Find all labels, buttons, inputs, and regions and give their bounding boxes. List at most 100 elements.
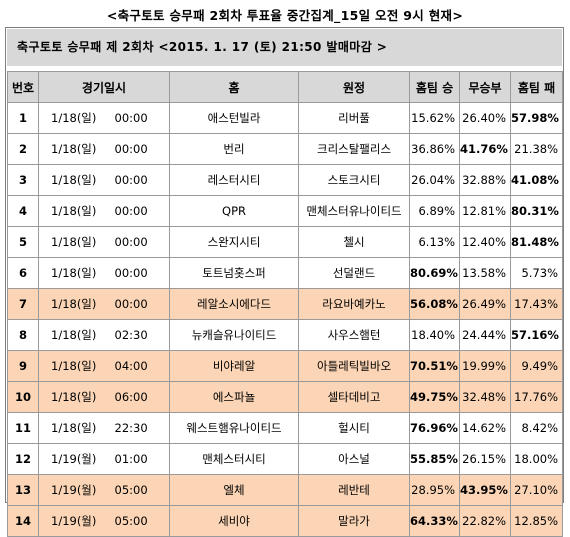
home-loss-rate: 41.08% — [510, 164, 564, 196]
match-number: 12 — [7, 443, 39, 475]
header-home: 홈 — [169, 71, 300, 103]
table-row: 7 1/18(일) 00:00 레알소시에다드 라요바예카노 56.08% 26.49% 17… — [7, 288, 564, 320]
header-datetime: 경기일시 — [37, 71, 171, 103]
draw-rate: 26.15% — [459, 443, 512, 475]
home-team: 엘체 — [169, 474, 300, 506]
draw-rate: 24.44% — [459, 319, 512, 351]
home-team: 토트넘홋스퍼 — [169, 257, 300, 289]
home-win-rate: 6.13% — [409, 226, 461, 258]
away-team: 사우스햄턴 — [298, 319, 411, 351]
match-date: 1/18(일) — [38, 381, 113, 413]
home-loss-rate: 5.73% — [510, 257, 564, 289]
home-win-rate: 64.33% — [409, 505, 461, 537]
home-win-rate: 55.85% — [409, 443, 461, 475]
match-number: 7 — [7, 288, 39, 320]
home-loss-rate: 80.31% — [510, 195, 564, 227]
table-row: 9 1/18(일) 04:00 비야레알 아틀레틱빌바오 70.51% 19.99% 9.49… — [7, 350, 564, 382]
match-date: 1/18(일) — [38, 133, 113, 165]
table-row: 3 1/18(일) 00:00 레스터시티 스토크시티 26.04% 32.88% 41.08… — [7, 164, 564, 196]
match-date: 1/18(일) — [38, 195, 113, 227]
home-win-rate: 18.40% — [409, 319, 461, 351]
draw-rate: 22.82% — [459, 505, 512, 537]
draw-rate: 41.76% — [459, 133, 512, 165]
table-row: 5 1/18(일) 00:00 스완지시티 첼시 6.13% 12.40% 81.48% — [7, 226, 564, 258]
match-date: 1/18(일) — [38, 257, 113, 289]
match-date: 1/18(일) — [38, 319, 113, 351]
draw-rate: 14.62% — [459, 412, 512, 444]
match-number: 2 — [7, 133, 39, 165]
header-away: 원정 — [298, 71, 411, 103]
away-team: 헐시티 — [298, 412, 411, 444]
table-header-row: 번호 경기일시 홈 원정 홈팀 승 무승부 홈팀 패 — [7, 71, 564, 103]
home-loss-rate: 8.42% — [510, 412, 564, 444]
draw-rate: 26.40% — [459, 102, 512, 134]
header-home-loss: 홈팀 패 — [510, 71, 564, 103]
home-loss-rate: 17.43% — [510, 288, 564, 320]
match-time: 06:00 — [112, 381, 171, 413]
home-loss-rate: 17.76% — [510, 381, 564, 413]
away-team: 셀타데비고 — [298, 381, 411, 413]
away-team: 스토크시티 — [298, 164, 411, 196]
match-number: 14 — [7, 505, 39, 537]
table-row: 6 1/18(일) 00:00 토트넘홋스퍼 선덜랜드 80.69% 13.58% 5.73% — [7, 257, 564, 289]
match-time: 05:00 — [112, 505, 171, 537]
match-time: 05:00 — [112, 474, 171, 506]
match-time: 00:00 — [112, 226, 171, 258]
home-win-rate: 28.95% — [409, 474, 461, 506]
match-time: 00:00 — [112, 133, 171, 165]
page-caption: <축구토토 승무패 2회차 투표율 중간집계_15일 오전 9시 현재> — [106, 8, 464, 23]
home-team: 비야레알 — [169, 350, 300, 382]
home-team: 맨체스터시티 — [169, 443, 300, 475]
match-time: 00:00 — [112, 164, 171, 196]
away-team: 맨체스터유나이티드 — [298, 195, 411, 227]
table-row: 12 1/19(월) 01:00 맨체스터시티 아스널 55.85% 26.15% 18.00… — [7, 443, 564, 475]
draw-rate: 43.95% — [459, 474, 512, 506]
match-number: 1 — [7, 102, 39, 134]
home-win-rate: 76.96% — [409, 412, 461, 444]
draw-rate: 26.49% — [459, 288, 512, 320]
home-win-rate: 80.69% — [409, 257, 461, 289]
match-time: 00:00 — [112, 288, 171, 320]
vote-rate-table: 번호 경기일시 홈 원정 홈팀 승 무승부 홈팀 패 1 1/18(일) 00:00… — [7, 71, 564, 537]
home-win-rate: 26.04% — [409, 164, 461, 196]
match-date: 1/18(일) — [38, 288, 113, 320]
away-team: 아스널 — [298, 443, 411, 475]
match-number: 13 — [7, 474, 39, 506]
match-time: 00:00 — [112, 257, 171, 289]
home-team: 웨스트햄유나이티드 — [169, 412, 300, 444]
home-win-rate: 49.75% — [409, 381, 461, 413]
match-date: 1/18(일) — [38, 164, 113, 196]
match-number: 11 — [7, 412, 39, 444]
away-team: 말라가 — [298, 505, 411, 537]
draw-rate: 13.58% — [459, 257, 512, 289]
table-row: 11 1/18(일) 22:30 웨스트햄유나이티드 헐시티 76.96% 14.62% 8.… — [7, 412, 564, 444]
header-no: 번호 — [7, 71, 39, 103]
home-team: 뉴캐슬유나이티드 — [169, 319, 300, 351]
table-row: 8 1/18(일) 02:30 뉴캐슬유나이티드 사우스햄턴 18.40% 24.44% 57… — [7, 319, 564, 351]
table-row: 2 1/18(일) 00:00 번리 크리스탈팰리스 36.86% 41.76% 21.38% — [7, 133, 564, 165]
home-loss-rate: 57.16% — [510, 319, 564, 351]
match-date: 1/18(일) — [38, 102, 113, 134]
match-date: 1/18(일) — [38, 350, 113, 382]
table-row: 13 1/19(월) 05:00 엘체 레반테 28.95% 43.95% 27.10% — [7, 474, 564, 506]
home-win-rate: 36.86% — [409, 133, 461, 165]
home-team: QPR — [169, 195, 300, 227]
match-number: 5 — [7, 226, 39, 258]
match-time: 22:30 — [112, 412, 171, 444]
away-team: 첼시 — [298, 226, 411, 258]
table-row: 14 1/19(월) 05:00 세비야 말라가 64.33% 22.82% 12.85% — [7, 505, 564, 537]
home-loss-rate: 12.85% — [510, 505, 564, 537]
match-date: 1/19(월) — [38, 474, 113, 506]
home-loss-rate: 21.38% — [510, 133, 564, 165]
match-time: 00:00 — [112, 102, 171, 134]
away-team: 라요바예카노 — [298, 288, 411, 320]
draw-rate: 19.99% — [459, 350, 512, 382]
match-time: 02:30 — [112, 319, 171, 351]
match-date: 1/19(월) — [38, 505, 113, 537]
draw-rate: 12.40% — [459, 226, 512, 258]
match-number: 3 — [7, 164, 39, 196]
match-number: 9 — [7, 350, 39, 382]
home-team: 세비야 — [169, 505, 300, 537]
home-win-rate: 6.89% — [409, 195, 461, 227]
match-number: 6 — [7, 257, 39, 289]
